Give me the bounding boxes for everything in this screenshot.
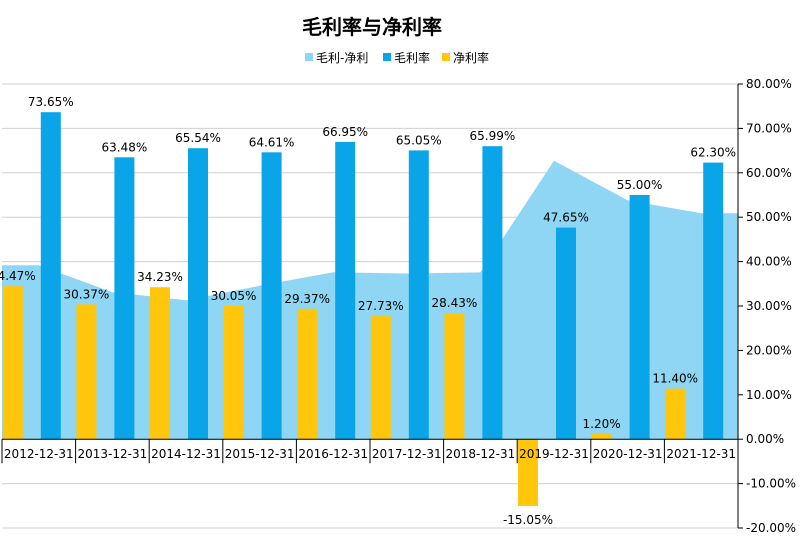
label-net-margin-6: 27.73% bbox=[358, 299, 404, 313]
y-tick-label-2: 70.00% bbox=[746, 121, 792, 135]
bar-net-margin-2 bbox=[76, 304, 97, 440]
y-tick-label-5: 40.00% bbox=[746, 255, 792, 269]
label-gross-margin-10: 62.30% bbox=[690, 146, 736, 160]
y-tick-label-8: 10.00% bbox=[746, 388, 792, 402]
y-tick-label-11: -20.00% bbox=[746, 521, 796, 535]
label-gross-margin-6: 65.05% bbox=[396, 133, 442, 147]
bar-gross-margin-1 bbox=[40, 112, 61, 440]
label-gross-margin-3: 65.54% bbox=[175, 131, 221, 145]
label-gross-margin-2: 63.48% bbox=[102, 140, 148, 154]
y-tick-label-4: 50.00% bbox=[746, 210, 792, 224]
axes-layer: 2012-12-31 2013-12-31 2014-12-31 2015-12-31… bbox=[1, 77, 796, 535]
y-tick-label-6: 30.00% bbox=[746, 299, 792, 313]
legend: 毛利-净利 毛利率 净利率 bbox=[305, 50, 489, 65]
x-tick-label-9: 2020-12-31 bbox=[593, 447, 663, 461]
x-tick-label-2: 2013-12-31 bbox=[78, 447, 148, 461]
legend-swatch-1 bbox=[305, 53, 313, 61]
x-tick-label-3: 2014-12-31 bbox=[151, 447, 221, 461]
y-tick-label-1: 80.00% bbox=[746, 77, 792, 91]
x-tick-label-7: 2018-12-31 bbox=[446, 447, 516, 461]
bar-net-margin-6 bbox=[370, 316, 391, 440]
legend-swatch-2 bbox=[383, 53, 391, 61]
x-tick-label-5: 2016-12-31 bbox=[298, 447, 368, 461]
bar-gross-margin-8 bbox=[556, 227, 576, 440]
y-tick-label-7: 20.00% bbox=[746, 343, 792, 357]
area-layer bbox=[2, 160, 738, 440]
label-net-margin-8: -15.05% bbox=[503, 513, 553, 527]
bar-net-margin-9 bbox=[591, 433, 612, 440]
legend-label-3: 净利率 bbox=[453, 50, 489, 65]
label-net-margin-3: 34.23% bbox=[137, 270, 183, 284]
x-tick-label-10: 2021-12-31 bbox=[666, 447, 736, 461]
label-net-margin-5: 29.37% bbox=[284, 292, 330, 306]
x-tick-label-6: 2017-12-31 bbox=[372, 447, 442, 461]
label-net-margin-1: 34.47% bbox=[0, 269, 36, 283]
bar-gross-margin-5 bbox=[335, 141, 356, 440]
bar-gross-margin-4 bbox=[261, 152, 282, 440]
bars-layer bbox=[2, 112, 724, 506]
chart-title: 毛利率与净利率 bbox=[302, 15, 442, 39]
legend-swatch-3 bbox=[442, 53, 450, 61]
y-tick-label-9: 0.00% bbox=[746, 432, 784, 446]
bar-net-margin-1 bbox=[2, 286, 23, 440]
label-gross-margin-4: 64.61% bbox=[249, 135, 295, 149]
bar-net-margin-7 bbox=[444, 313, 465, 440]
label-net-margin-10: 11.40% bbox=[652, 372, 698, 386]
label-gross-margin-8: 47.65% bbox=[543, 211, 589, 225]
bar-net-margin-10 bbox=[665, 388, 686, 440]
bar-net-margin-8 bbox=[518, 439, 538, 506]
bar-gross-margin-6 bbox=[408, 150, 429, 440]
bar-gross-margin-2 bbox=[114, 157, 135, 440]
legend-label-2: 毛利率 bbox=[394, 50, 430, 65]
legend-label-1: 毛利-净利 bbox=[316, 51, 368, 65]
bar-gross-margin-7 bbox=[482, 146, 503, 440]
label-gross-margin-1: 73.65% bbox=[28, 95, 74, 109]
label-net-margin-4: 30.05% bbox=[211, 289, 257, 303]
label-net-margin-7: 28.43% bbox=[432, 296, 478, 310]
label-gross-margin-9: 55.00% bbox=[617, 178, 663, 192]
x-tick-label-4: 2015-12-31 bbox=[225, 447, 295, 461]
bar-net-margin-4 bbox=[223, 305, 244, 440]
bar-net-margin-5 bbox=[297, 308, 318, 440]
x-tick-label-1: 2012-12-31 bbox=[4, 447, 74, 461]
bar-net-margin-3 bbox=[150, 287, 170, 440]
bar-gross-margin-10 bbox=[703, 162, 724, 440]
label-net-margin-9: 1.20% bbox=[583, 417, 621, 431]
bar-gross-margin-3 bbox=[188, 148, 208, 440]
y-tick-label-3: 60.00% bbox=[746, 166, 792, 180]
x-tick-label-8: 2019-12-31 bbox=[519, 447, 589, 461]
label-gross-margin-5: 66.95% bbox=[322, 125, 368, 139]
label-net-margin-2: 30.37% bbox=[64, 287, 110, 301]
bar-gross-margin-9 bbox=[629, 195, 650, 440]
labels-layer: 73.65% 34.47% 63.48% 30.37% 65.54% 34.23% 64.6… bbox=[0, 95, 736, 527]
area-gross-minus-net bbox=[2, 160, 738, 440]
label-gross-margin-7: 65.99% bbox=[470, 129, 516, 143]
y-tick-label-10: -10.00% bbox=[746, 477, 796, 491]
